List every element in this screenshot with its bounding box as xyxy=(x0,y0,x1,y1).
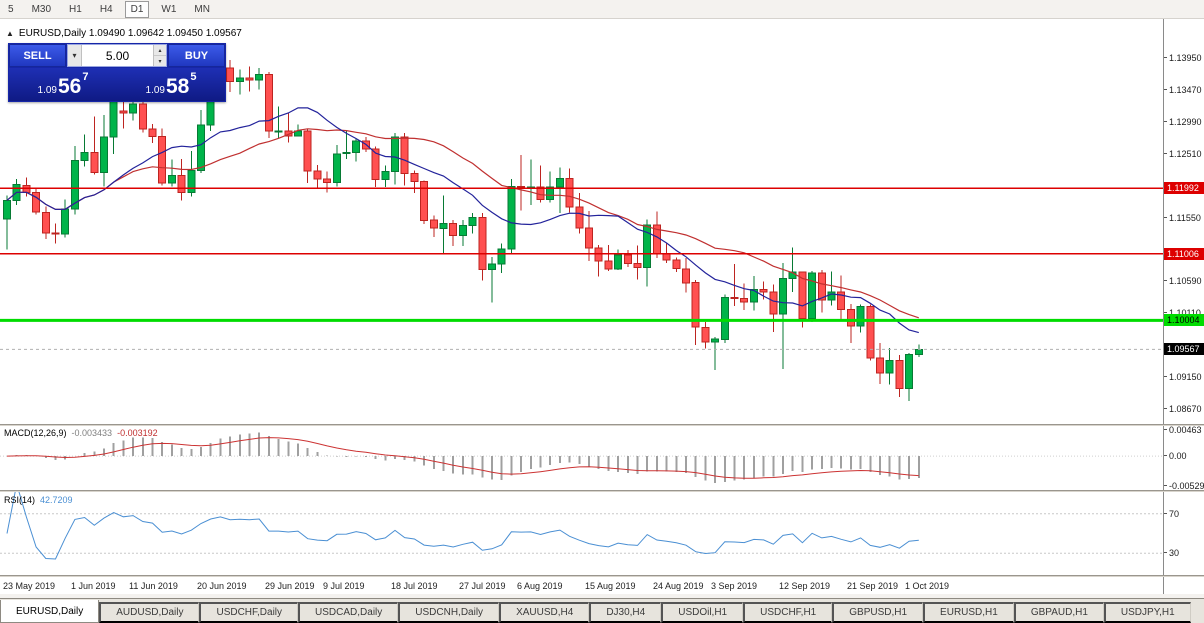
rsi-value: 42.7209 xyxy=(40,495,73,505)
axis-label: 1.10590 xyxy=(1164,276,1202,286)
panel-divider[interactable] xyxy=(0,490,1204,492)
chart-title: ▲ EURUSD,Daily 1.09490 1.09642 1.09450 1… xyxy=(6,28,242,39)
time-axis-label: 1 Jun 2019 xyxy=(71,581,116,591)
timeframe-button-mn[interactable]: MN xyxy=(188,1,216,18)
axis-label: 30 xyxy=(1163,548,1180,558)
sell-button[interactable]: SELL xyxy=(9,44,66,67)
timeframe-button-h1[interactable]: H1 xyxy=(63,1,88,18)
axis-label: 1.09150 xyxy=(1164,372,1202,382)
buy-price-pip: 5 xyxy=(190,71,197,83)
price-axis[interactable]: 1.13950 1.13470 1.12990 1.12510 1.11550 1.105… xyxy=(1163,19,1204,594)
rsi-label: RSI(14) 42.7209 xyxy=(4,495,73,505)
time-axis-label: 27 Jul 2019 xyxy=(459,581,506,591)
volume-dropdown-icon[interactable]: ▾ xyxy=(68,45,82,66)
time-axis-label: 6 Aug 2019 xyxy=(517,581,563,591)
volume-value[interactable]: 5.00 xyxy=(105,48,130,63)
time-axis-label: 29 Jun 2019 xyxy=(265,581,315,591)
rsi-name: RSI(14) xyxy=(4,495,36,505)
sell-price[interactable]: 1.09 56 7 xyxy=(9,68,117,101)
timeframe-button-h4[interactable]: H4 xyxy=(94,1,119,18)
volume-spinner: ▴ ▾ xyxy=(153,45,166,66)
sell-price-big: 56 xyxy=(57,75,82,98)
chart-tab-dj30-h4[interactable]: DJ30,H4 xyxy=(589,602,662,623)
axis-label: 70 xyxy=(1163,509,1180,519)
time-axis[interactable]: 23 May 2019 1 Jun 2019 11 Jun 2019 20 Jun 2… xyxy=(0,577,1163,594)
time-axis-label: 20 Jun 2019 xyxy=(197,581,247,591)
timeframe-button-d1[interactable]: D1 xyxy=(124,0,150,18)
chart-tab-usdoil-h1[interactable]: USDOil,H1 xyxy=(661,602,744,623)
axis-label: 1.13470 xyxy=(1164,85,1202,95)
macd-indicator-chart[interactable] xyxy=(0,426,1163,490)
axis-label: -0.00529 xyxy=(1164,481,1204,491)
chart-tab-usdcnh-daily[interactable]: USDCNH,Daily xyxy=(398,602,500,623)
chart-tab-bar: EURUSD,Daily AUDUSD,Daily USDCHF,Daily U… xyxy=(0,598,1204,623)
buy-price[interactable]: 1.09 58 5 xyxy=(117,68,225,101)
time-axis-label: 12 Sep 2019 xyxy=(779,581,831,591)
price-tag[interactable]: 1.09567 xyxy=(1164,343,1204,355)
buy-button[interactable]: BUY xyxy=(168,44,225,67)
buy-price-prefix: 1.09 xyxy=(145,85,165,96)
collapse-trade-panel-icon[interactable]: ▲ xyxy=(6,29,14,38)
panel-divider[interactable] xyxy=(0,575,1204,577)
axis-label: 1.11550 xyxy=(1164,213,1201,223)
price-tag[interactable]: 1.11992 xyxy=(1164,182,1204,194)
volume-down-icon[interactable]: ▾ xyxy=(154,56,166,66)
macd-signal-line xyxy=(6,437,919,479)
time-axis-label: 24 Aug 2019 xyxy=(653,581,704,591)
chart-tab-usdcad-daily[interactable]: USDCAD,Daily xyxy=(298,602,399,623)
timeframe-button-m30[interactable]: M30 xyxy=(26,1,57,18)
timeframe-button-m5[interactable]: 5 xyxy=(2,1,20,18)
time-axis-label: 11 Jun 2019 xyxy=(129,581,178,591)
sell-price-pip: 7 xyxy=(82,71,89,83)
macd-main-value: -0.003433 xyxy=(71,428,113,438)
time-axis-label: 15 Aug 2019 xyxy=(585,581,636,591)
chart-tab-usdchf-h1[interactable]: USDCHF,H1 xyxy=(743,602,833,623)
chart-tab-gbpusd-h1[interactable]: GBPUSD,H1 xyxy=(832,602,924,623)
volume-control: ▾ 5.00 ▴ ▾ xyxy=(67,44,167,67)
axis-label: 1.13950 xyxy=(1164,53,1202,63)
timeframe-toolbar: 5 M30 H1 H4 D1 W1 MN xyxy=(0,0,1204,19)
time-axis-label: 21 Sep 2019 xyxy=(847,581,899,591)
macd-name: MACD(12,26,9) xyxy=(4,428,67,438)
axis-label: 0.00 xyxy=(1164,451,1187,461)
one-click-trading-panel: SELL ▾ 5.00 ▴ ▾ BUY 1.09 56 7 xyxy=(8,43,226,102)
price-tag[interactable]: 1.11006 xyxy=(1164,248,1204,260)
panel-divider[interactable] xyxy=(0,424,1204,426)
price-chart[interactable] xyxy=(0,20,1163,424)
bottom-strip xyxy=(0,594,1204,598)
volume-up-icon[interactable]: ▴ xyxy=(154,45,166,56)
time-axis-label: 9 Jul 2019 xyxy=(323,581,365,591)
chart-tab-usdjpy-h1[interactable]: USDJPY,H1 xyxy=(1103,602,1191,623)
chart-tab-audusd-daily[interactable]: AUDUSD,Daily xyxy=(99,602,200,623)
macd-label: MACD(12,26,9) -0.003433 -0.003192 xyxy=(4,428,158,438)
macd-histogram xyxy=(15,432,920,484)
rsi-line xyxy=(6,492,919,560)
time-axis-label: 18 Jul 2019 xyxy=(391,581,438,591)
chart-region: 1.13950 1.13470 1.12990 1.12510 1.11550 1.105… xyxy=(0,19,1204,598)
time-axis-label: 3 Sep 2019 xyxy=(711,581,758,591)
chart-tab-xauusd-h4[interactable]: XAUUSD,H4 xyxy=(499,602,590,623)
chart-tab-gbpaud-h1[interactable]: GBPAUD,H1 xyxy=(1013,602,1104,623)
chart-tab-eurusd-daily[interactable]: EURUSD,Daily xyxy=(0,600,100,623)
axis-label: 1.10110 xyxy=(1164,308,1201,318)
axis-label: 0.00463 xyxy=(1164,425,1202,435)
chart-tab-eurusd-h1[interactable]: EURUSD,H1 xyxy=(923,602,1014,623)
chart-tab-usdchf-daily[interactable]: USDCHF,Daily xyxy=(199,602,299,623)
time-axis-label: 23 May 2019 xyxy=(3,581,56,591)
rsi-indicator-chart[interactable] xyxy=(0,492,1163,575)
axis-label: 1.12510 xyxy=(1164,149,1202,159)
axis-label: 1.08670 xyxy=(1164,404,1202,414)
macd-signal-value: -0.003192 xyxy=(117,428,158,438)
candles-layer xyxy=(3,60,923,402)
axis-label: 1.12990 xyxy=(1164,117,1202,127)
chart-ohlc-text: EURUSD,Daily 1.09490 1.09642 1.09450 1.0… xyxy=(18,28,242,39)
price-tag[interactable]: 1.10004 xyxy=(1164,314,1204,326)
ma-slow-line[interactable] xyxy=(6,128,919,319)
timeframe-button-w1[interactable]: W1 xyxy=(155,1,182,18)
sell-price-prefix: 1.09 xyxy=(37,85,57,96)
buy-price-big: 58 xyxy=(165,75,190,98)
time-axis-label: 1 Oct 2019 xyxy=(905,581,950,591)
